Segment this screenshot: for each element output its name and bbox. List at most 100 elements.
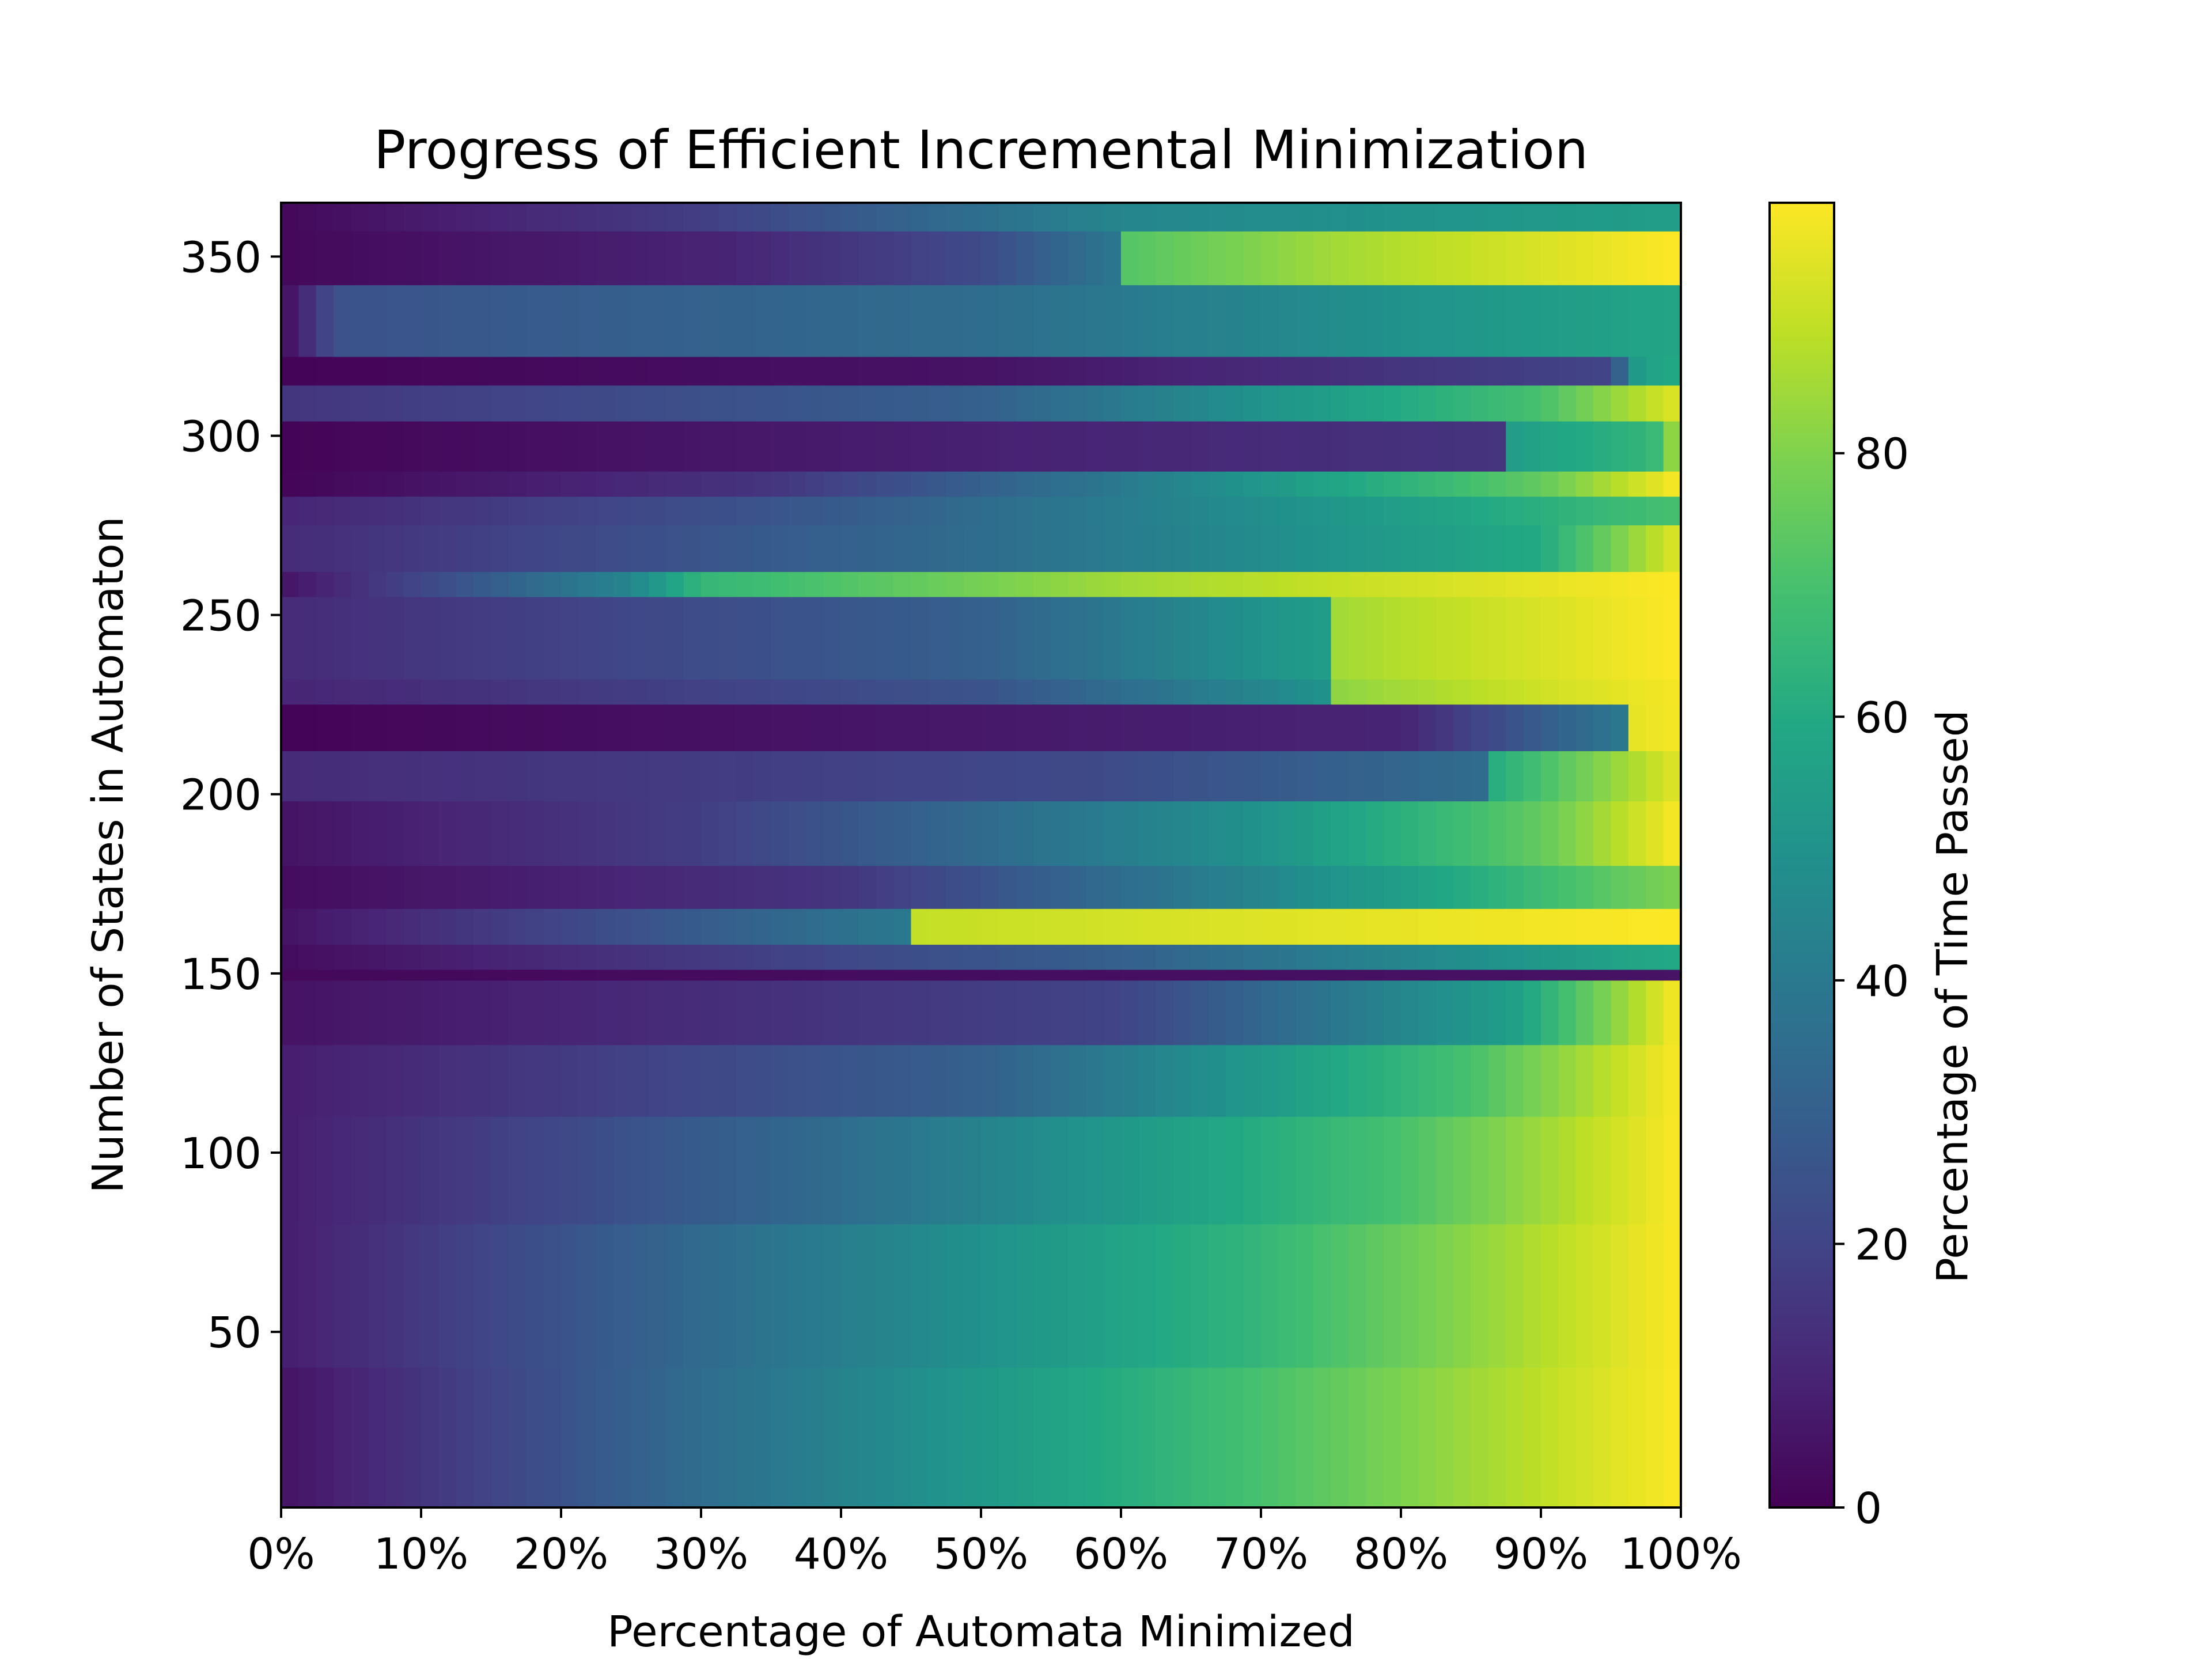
heatmap-cell xyxy=(334,751,352,802)
heatmap-cell xyxy=(1208,421,1227,472)
heatmap-cell xyxy=(1243,1116,1262,1225)
heatmap-cell xyxy=(578,1116,597,1225)
heatmap-cell xyxy=(1051,471,1069,498)
heatmap-cell xyxy=(858,1368,877,1508)
heatmap-cell xyxy=(334,1116,352,1225)
heatmap-cell xyxy=(298,597,317,680)
heatmap-cell xyxy=(876,980,894,1046)
heatmap-cell xyxy=(1138,751,1157,802)
heatmap-cell xyxy=(1051,908,1069,945)
heatmap-cell xyxy=(876,969,894,982)
heatmap-cell xyxy=(823,357,842,387)
heatmap-cell xyxy=(561,525,579,573)
heatmap-cell xyxy=(1156,801,1174,866)
heatmap-cell xyxy=(718,231,737,286)
heatmap-cell xyxy=(981,801,999,866)
heatmap-cell xyxy=(1296,285,1314,358)
heatmap-cell xyxy=(1278,525,1297,573)
heatmap-cell xyxy=(736,231,754,286)
heatmap-cell xyxy=(1593,471,1612,498)
heatmap-cell xyxy=(666,801,684,866)
heatmap-cell xyxy=(1156,1116,1174,1225)
heatmap-cell xyxy=(1103,357,1122,387)
heatmap-cell xyxy=(526,945,544,971)
heatmap-cell xyxy=(491,471,509,498)
heatmap-cell xyxy=(648,801,667,866)
heatmap-cell xyxy=(981,1224,999,1369)
heatmap-cell xyxy=(736,1224,754,1369)
heatmap-cell xyxy=(736,285,754,358)
heatmap-cell xyxy=(893,203,912,232)
heatmap-cell xyxy=(421,285,440,358)
heatmap-cell xyxy=(683,679,702,705)
heatmap-cell xyxy=(1086,497,1104,526)
heatmap-cell xyxy=(963,421,982,472)
heatmap-cell xyxy=(456,679,474,705)
heatmap-cell xyxy=(683,1368,702,1508)
heatmap-cell xyxy=(1523,1368,1541,1508)
heatmap-cell xyxy=(1103,1368,1122,1508)
heatmap-cell xyxy=(771,679,789,705)
heatmap-cell xyxy=(491,751,509,802)
heatmap-cell xyxy=(911,866,929,910)
heatmap-cell xyxy=(491,866,509,910)
heatmap-cell xyxy=(1488,471,1507,498)
heatmap-cell xyxy=(613,866,632,910)
heatmap-cell xyxy=(596,1045,614,1118)
heatmap-cell xyxy=(1593,231,1612,286)
heatmap-cell xyxy=(1663,1368,1681,1508)
heatmap-cell xyxy=(1558,679,1577,705)
heatmap-cell xyxy=(683,801,702,866)
heatmap-cell xyxy=(1558,203,1577,232)
heatmap-cell xyxy=(1628,597,1647,680)
heatmap-cell xyxy=(1278,1368,1297,1508)
heatmap-cell xyxy=(1103,597,1122,680)
heatmap-cell xyxy=(876,1368,894,1508)
heatmap-cell xyxy=(1348,704,1367,752)
heatmap-cell xyxy=(456,525,474,573)
heatmap-cell xyxy=(456,704,474,752)
heatmap-cell xyxy=(1243,357,1262,387)
heatmap-cell xyxy=(438,285,457,358)
heatmap-cell xyxy=(701,421,719,472)
heatmap-cell xyxy=(1016,1045,1034,1118)
heatmap-cell xyxy=(736,597,754,680)
heatmap-cell xyxy=(456,597,474,680)
heatmap-cell xyxy=(1156,969,1174,982)
heatmap-cell xyxy=(771,597,789,680)
heatmap-cell xyxy=(981,1045,999,1118)
heatmap-cell xyxy=(561,1224,579,1369)
heatmap-cell xyxy=(1226,969,1244,982)
heatmap-cell xyxy=(893,497,912,526)
heatmap-cell xyxy=(736,471,754,498)
heatmap-cell xyxy=(403,751,422,802)
heatmap-cell xyxy=(1068,908,1087,945)
heatmap-cell xyxy=(1348,751,1367,802)
heatmap-cell xyxy=(631,525,649,573)
heatmap-cell xyxy=(911,357,929,387)
heatmap-cell xyxy=(1401,679,1419,705)
heatmap-cell xyxy=(1226,597,1244,680)
heatmap-cell xyxy=(491,525,509,573)
heatmap-cell xyxy=(1506,679,1524,705)
heatmap-cell xyxy=(1383,421,1402,472)
heatmap-cell xyxy=(1628,679,1647,705)
heatmap-cell xyxy=(1435,969,1454,982)
heatmap-cell xyxy=(963,801,982,866)
heatmap-cell xyxy=(1646,421,1664,472)
heatmap-cell xyxy=(1541,1045,1559,1118)
heatmap-cell xyxy=(718,969,737,982)
heatmap-cell xyxy=(788,866,807,910)
heatmap-cell xyxy=(368,385,387,422)
heatmap-cell xyxy=(368,525,387,573)
heatmap-cell xyxy=(1261,751,1279,802)
heatmap-cell xyxy=(1086,203,1104,232)
heatmap-cell xyxy=(561,285,579,358)
heatmap-cell xyxy=(474,945,492,971)
heatmap-cell xyxy=(1611,866,1629,910)
heatmap-cell xyxy=(1453,1368,1472,1508)
heatmap-cell xyxy=(508,285,527,358)
heatmap-cell xyxy=(788,945,807,971)
heatmap-cell xyxy=(561,866,579,910)
heatmap-cell xyxy=(1068,597,1087,680)
